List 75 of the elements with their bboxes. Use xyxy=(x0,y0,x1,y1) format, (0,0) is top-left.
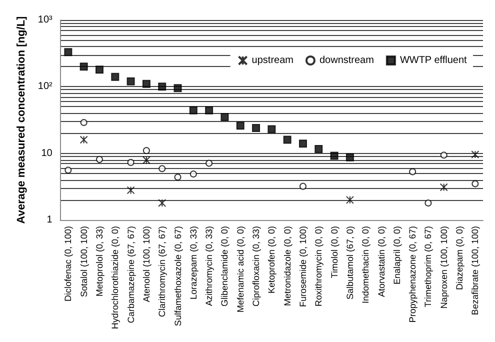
point xyxy=(440,152,448,159)
point xyxy=(252,124,260,132)
y-tick-label: 10³ xyxy=(38,14,54,26)
x-tick-label: Atenolol (100, 100) xyxy=(141,226,152,302)
x-tick-label: Azithromycin (0, 33) xyxy=(204,226,214,306)
point xyxy=(142,147,150,154)
x-tick-label: Ciprofloxacin (0, 33) xyxy=(251,226,262,307)
point xyxy=(205,106,214,114)
x-tick-label: Furosemide (0, 100) xyxy=(298,226,308,308)
x-tick-label: Propyphenazone (0, 67) xyxy=(408,226,418,323)
y-tick-label: 1 xyxy=(46,214,53,226)
y-tick-label: 10² xyxy=(38,81,54,92)
x-tick-label: Trimethoprim (0, 67) xyxy=(423,226,434,308)
x-tick-label: Enalapril (0, 0) xyxy=(392,226,402,285)
x-tick-label: Sotalol (100, 100) xyxy=(78,226,89,298)
point xyxy=(96,156,103,163)
point xyxy=(236,122,244,130)
point xyxy=(111,72,120,81)
x-tick-label: Clarithromycin (67, 67) xyxy=(157,226,168,318)
point xyxy=(471,150,480,159)
x-tick-label: Atorvastatin (0, 0) xyxy=(376,226,386,298)
point xyxy=(299,182,306,190)
y-axis-title: Average measured concentration [ng/L] xyxy=(16,16,28,224)
x-tick-label: Carbamazepine (67, 67) xyxy=(126,226,136,324)
point xyxy=(409,168,416,176)
legend-label: WWTP effluent xyxy=(400,55,468,66)
x-tick-label: Metronidazole (0, 0) xyxy=(282,226,292,306)
point xyxy=(64,48,72,56)
point xyxy=(80,119,88,126)
point xyxy=(440,183,448,192)
point xyxy=(189,106,198,114)
x-tick-label: Bezafibrate (100, 100) xyxy=(470,226,480,316)
x-tick-label: Ketoprofen (0, 0) xyxy=(266,226,277,294)
point xyxy=(190,170,197,178)
point xyxy=(95,66,104,74)
point xyxy=(142,80,150,88)
x-tick-label: Glibenclamide (0, 0) xyxy=(220,226,230,307)
x-tick-label: Mefenamic acid (0, 0) xyxy=(235,226,246,313)
x-tick-label: Metoprolol (0, 33) xyxy=(94,226,104,297)
point xyxy=(346,153,354,162)
point xyxy=(174,84,182,92)
x-tick-label: Timolol (0, 0) xyxy=(329,226,340,278)
x-tick-label: Diclofenac (0, 100) xyxy=(63,226,74,302)
x-tick-label: Lorazepam (0, 33) xyxy=(188,226,198,300)
point xyxy=(220,113,229,122)
x-tick-label: Hydrochlorothiazide (0, 0) xyxy=(110,226,120,330)
point xyxy=(424,199,432,206)
point xyxy=(142,156,150,164)
point xyxy=(126,77,135,86)
point xyxy=(158,165,166,172)
point xyxy=(346,196,354,204)
point xyxy=(314,145,323,154)
x-tick-label: Roxithromycin (0, 0) xyxy=(314,226,324,307)
x-tick-label: Naproxen (100, 100) xyxy=(438,226,449,309)
point xyxy=(64,166,72,174)
legend-label: downstream xyxy=(319,55,374,66)
legend-label: upstream xyxy=(252,55,294,66)
x-tick-label: Diazepam (0, 0) xyxy=(454,226,465,290)
point xyxy=(330,152,338,160)
x-tick-label: Salbutamol (67, 0) xyxy=(344,226,355,300)
point xyxy=(126,186,135,194)
x-tick-label: Sulfamethoxazole (0, 67) xyxy=(172,226,183,326)
point xyxy=(268,125,276,134)
point xyxy=(158,82,166,91)
point xyxy=(80,62,88,71)
point xyxy=(174,174,182,181)
point xyxy=(158,198,166,207)
point xyxy=(283,136,292,144)
point xyxy=(472,180,479,188)
point xyxy=(127,158,134,166)
point xyxy=(80,136,88,144)
point xyxy=(206,160,213,167)
point xyxy=(298,140,307,148)
x-tick-label: Indomethacin (0, 0) xyxy=(360,226,371,304)
y-tick-label: 10 xyxy=(41,148,53,159)
